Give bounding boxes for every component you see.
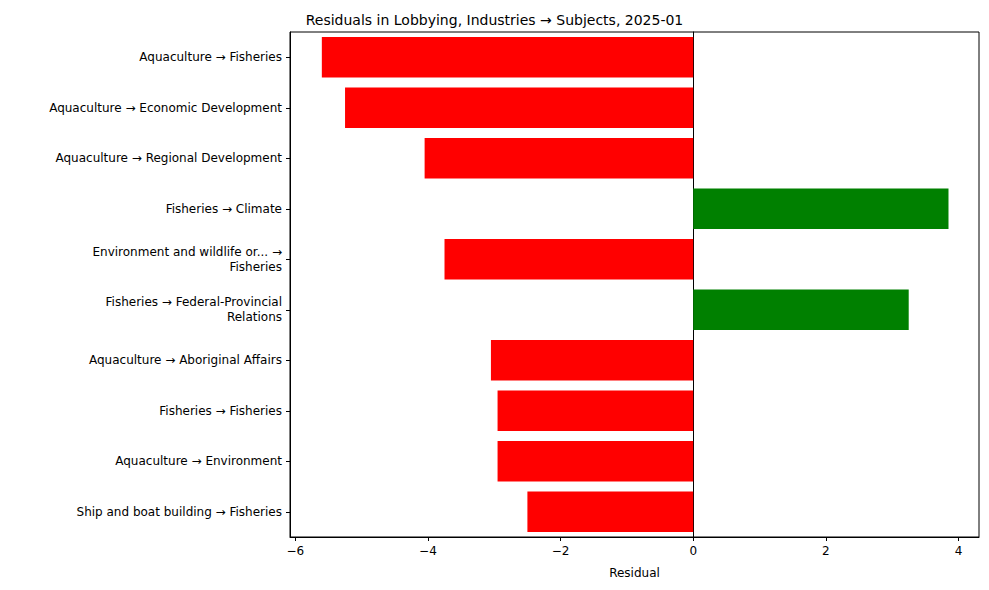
svg-text:Aquaculture → Regional Develop: Aquaculture → Regional Development [55,151,282,165]
svg-text:−4: −4 [419,544,437,558]
svg-text:Aquaculture → Economic Develop: Aquaculture → Economic Development [49,101,282,115]
svg-text:Aquaculture → Aboriginal Affai: Aquaculture → Aboriginal Affairs [89,353,282,367]
svg-text:Residual: Residual [609,566,660,580]
svg-text:−2: −2 [552,544,570,558]
svg-text:4: 4 [955,544,963,558]
svg-text:Fisheries → Fisheries: Fisheries → Fisheries [159,404,282,418]
svg-text:Environment and wildlife or...: Environment and wildlife or... → [92,245,282,259]
svg-text:0: 0 [689,544,697,558]
svg-text:Aquaculture → Environment: Aquaculture → Environment [115,454,282,468]
svg-text:Residuals in Lobbying, Industr: Residuals in Lobbying, Industries → Subj… [306,12,684,28]
svg-text:Aquaculture → Fisheries: Aquaculture → Fisheries [139,50,282,64]
svg-text:Ship and boat building → Fishe: Ship and boat building → Fisheries [77,505,282,519]
svg-text:−6: −6 [286,544,304,558]
svg-text:Fisheries: Fisheries [229,260,282,274]
svg-text:Relations: Relations [227,310,282,324]
svg-text:2: 2 [822,544,830,558]
svg-text:Fisheries → Federal-Provincial: Fisheries → Federal-Provincial [106,295,282,309]
svg-text:Fisheries → Climate: Fisheries → Climate [166,202,282,216]
